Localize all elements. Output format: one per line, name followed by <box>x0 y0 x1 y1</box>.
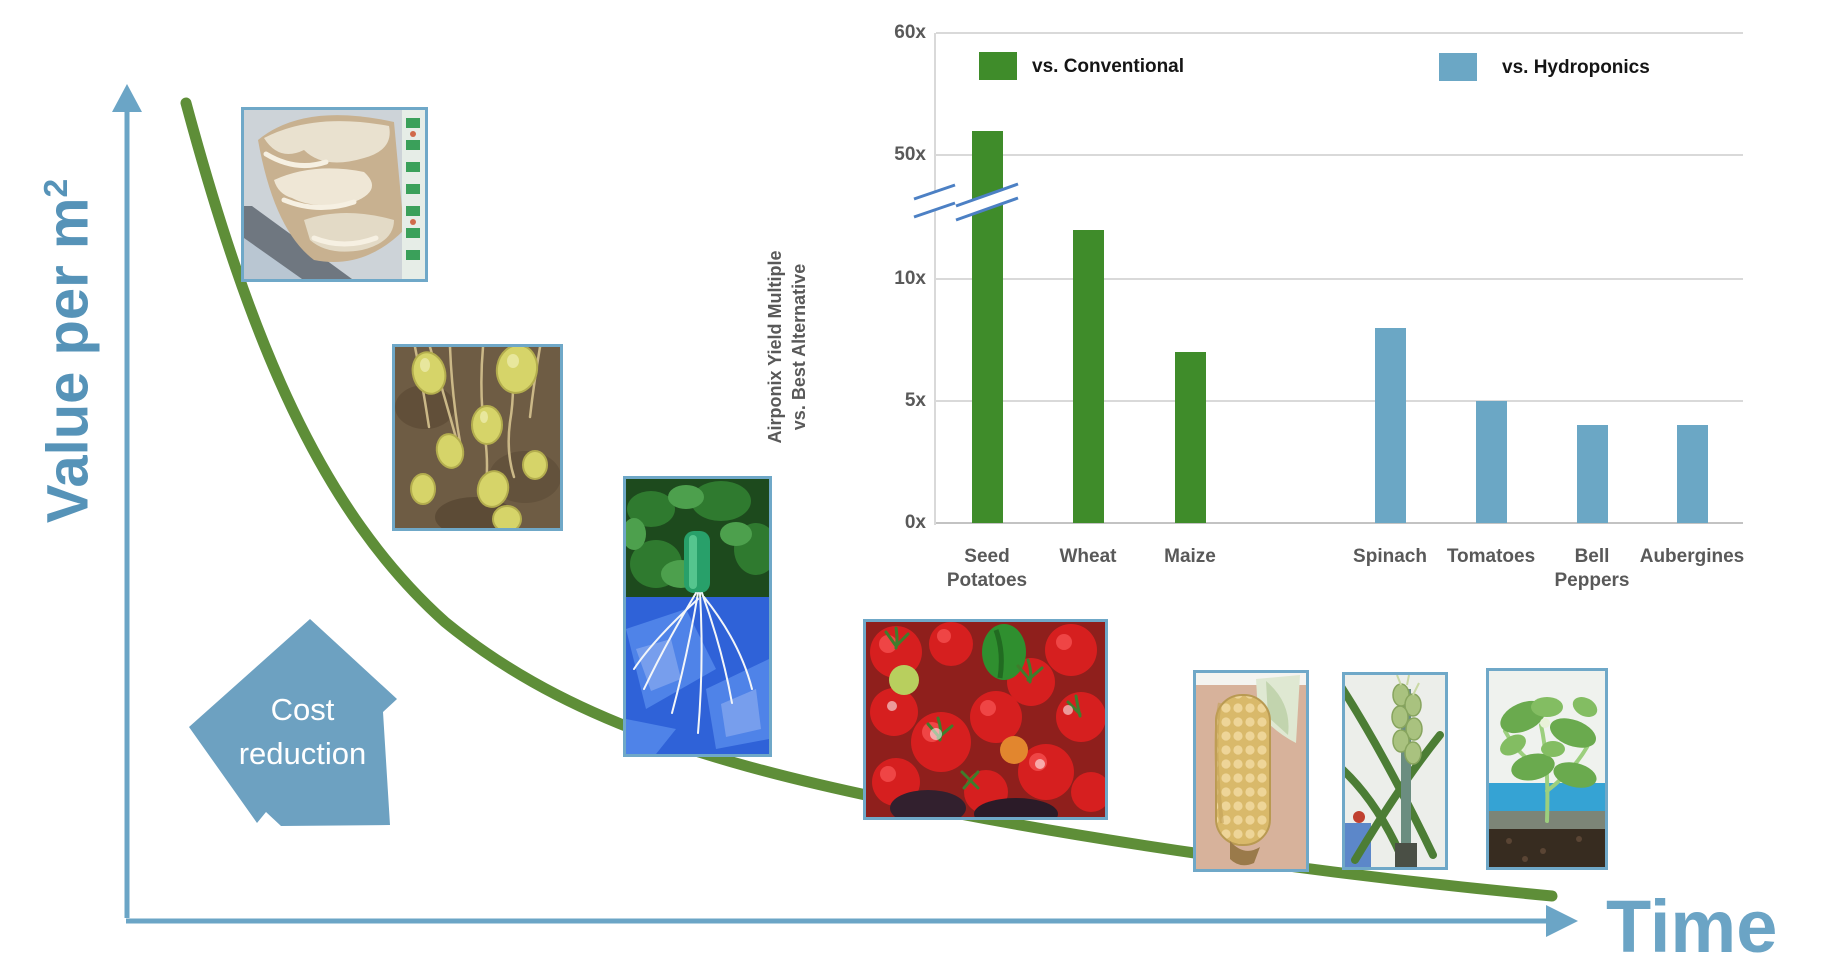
legend-label-conventional: vs. Conventional <box>1032 56 1185 77</box>
gridline-10x <box>936 278 1743 280</box>
bar-aubergines <box>1676 425 1708 523</box>
y-tick-0x: 0x <box>904 512 926 533</box>
legend-swatch-hydroponics <box>1439 53 1477 81</box>
time-axis-label: Time <box>1606 885 1778 968</box>
tomatoes-harvest-photo <box>863 619 1108 820</box>
aeroponic-roots-art <box>244 110 425 279</box>
tomatoes-art <box>866 622 1105 817</box>
value-label-text: Value per m <box>35 197 101 524</box>
category-label-maize: Maize <box>1164 546 1216 567</box>
legend-label-hydroponics: vs. Hydroponics <box>1502 57 1650 78</box>
bar-wheat <box>1072 230 1104 523</box>
seedling-art <box>1489 671 1605 867</box>
legend-swatch-conventional <box>979 52 1017 80</box>
leafy-plant-art <box>626 479 769 754</box>
value-per-m2-axis-label: Value per m2 <box>22 101 100 601</box>
chart-y-axis-title-line2: vs. Best Alternative <box>789 263 809 431</box>
chart-y-axis <box>934 33 936 525</box>
gridline-0x <box>936 522 1743 524</box>
wheat-stalk-photo <box>1342 672 1448 870</box>
bar-chart-plot-area: 0x 5x 10x 50x 60x Seed Potatoes Wheat Maize Spin… <box>894 22 1744 591</box>
wheat-art <box>1345 675 1445 867</box>
category-label-seed-potatoes: Seed Potatoes <box>946 546 1028 591</box>
cost-reduction-line2: reduction <box>238 736 367 771</box>
bar-tomatoes <box>1475 401 1507 523</box>
leafy-plant-roots-photo <box>623 476 772 757</box>
value-label-superscript: 2 <box>38 178 75 198</box>
y-tick-50x: 50x <box>894 144 926 165</box>
aubergine-seedling-photo <box>1486 668 1608 870</box>
gridline-50x <box>936 154 1743 156</box>
cost-reduction-arrow-shape <box>189 619 397 826</box>
bar-spinach <box>1374 327 1406 523</box>
aeroponic-roots-photo <box>241 107 428 282</box>
y-tick-10x: 10x <box>894 268 926 289</box>
gridline-5x <box>936 400 1743 402</box>
chart-y-axis-title-line1: Airponix Yield Multiple <box>765 250 785 444</box>
cost-reduction-label: Cost reduction <box>200 688 405 776</box>
corn-art <box>1196 673 1306 869</box>
y-axis-arrowhead-icon <box>112 84 142 112</box>
cost-reduction-line1: Cost <box>270 692 335 727</box>
bar-bell-peppers <box>1576 425 1608 523</box>
axis-break-marks-icon <box>913 182 1019 222</box>
potatoes-on-roots-photo <box>392 344 563 531</box>
chart-y-axis-title: Airponix Yield Multiple vs. Best Alterna… <box>763 177 813 517</box>
category-label-spinach: Spinach <box>1353 546 1427 567</box>
x-axis-arrowhead-icon <box>1546 905 1578 937</box>
potatoes-art <box>395 347 560 528</box>
y-tick-5x: 5x <box>904 390 926 411</box>
bar-maize <box>1174 352 1206 523</box>
category-label-wheat: Wheat <box>1059 546 1117 567</box>
y-tick-60x: 60x <box>894 22 926 43</box>
gridline-60x <box>936 32 1743 34</box>
category-label-aubergines: Aubergines <box>1639 546 1745 567</box>
category-label-bell-peppers: Bell Peppers <box>1554 546 1630 591</box>
category-label-tomatoes: Tomatoes <box>1446 546 1536 567</box>
corn-cob-photo <box>1193 670 1309 872</box>
